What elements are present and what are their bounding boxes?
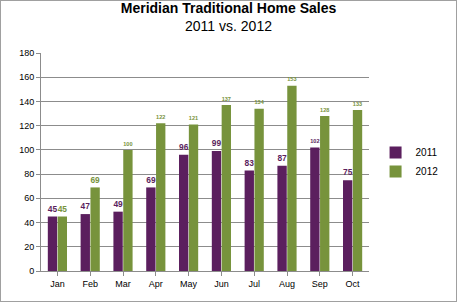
svg-text:49: 49 bbox=[113, 199, 123, 209]
svg-text:45: 45 bbox=[48, 204, 58, 214]
svg-text:137: 137 bbox=[222, 96, 231, 102]
svg-text:128: 128 bbox=[320, 107, 329, 113]
svg-text:20: 20 bbox=[24, 242, 34, 252]
svg-text:Aug: Aug bbox=[279, 279, 295, 289]
svg-text:Sep: Sep bbox=[312, 279, 328, 289]
svg-text:122: 122 bbox=[156, 114, 165, 120]
svg-text:120: 120 bbox=[19, 121, 34, 131]
svg-text:2012: 2012 bbox=[416, 166, 439, 177]
svg-text:Jan: Jan bbox=[50, 279, 65, 289]
svg-text:69: 69 bbox=[90, 175, 100, 185]
svg-text:102: 102 bbox=[310, 138, 319, 144]
svg-text:134: 134 bbox=[254, 99, 264, 105]
svg-text:180: 180 bbox=[19, 48, 34, 58]
svg-text:99: 99 bbox=[212, 138, 222, 148]
svg-text:83: 83 bbox=[245, 158, 255, 168]
svg-text:133: 133 bbox=[353, 101, 362, 107]
svg-text:Feb: Feb bbox=[82, 279, 98, 289]
svg-text:100: 100 bbox=[19, 145, 34, 155]
svg-text:47: 47 bbox=[81, 201, 91, 211]
svg-text:40: 40 bbox=[24, 218, 34, 228]
svg-text:80: 80 bbox=[24, 169, 34, 179]
svg-text:75: 75 bbox=[343, 167, 353, 177]
svg-text:Apr: Apr bbox=[149, 279, 163, 289]
svg-text:Mar: Mar bbox=[115, 279, 131, 289]
svg-text:Jun: Jun bbox=[214, 279, 229, 289]
svg-text:100: 100 bbox=[123, 141, 132, 147]
svg-text:69: 69 bbox=[146, 175, 156, 185]
svg-text:Jul: Jul bbox=[248, 279, 260, 289]
svg-text:140: 140 bbox=[19, 97, 34, 107]
svg-text:96: 96 bbox=[179, 142, 189, 152]
svg-text:Meridian Traditional Home Sale: Meridian Traditional Home Sales2011 vs. … bbox=[121, 1, 337, 34]
svg-text:153: 153 bbox=[287, 76, 296, 82]
svg-text:May: May bbox=[180, 279, 198, 289]
svg-text:45: 45 bbox=[58, 204, 68, 214]
svg-text:121: 121 bbox=[189, 115, 198, 121]
svg-text:2011: 2011 bbox=[416, 147, 438, 158]
svg-text:60: 60 bbox=[24, 193, 34, 203]
svg-text:Oct: Oct bbox=[346, 279, 361, 289]
svg-text:87: 87 bbox=[277, 153, 287, 163]
svg-text:160: 160 bbox=[19, 72, 34, 82]
svg-text:0: 0 bbox=[29, 266, 34, 276]
